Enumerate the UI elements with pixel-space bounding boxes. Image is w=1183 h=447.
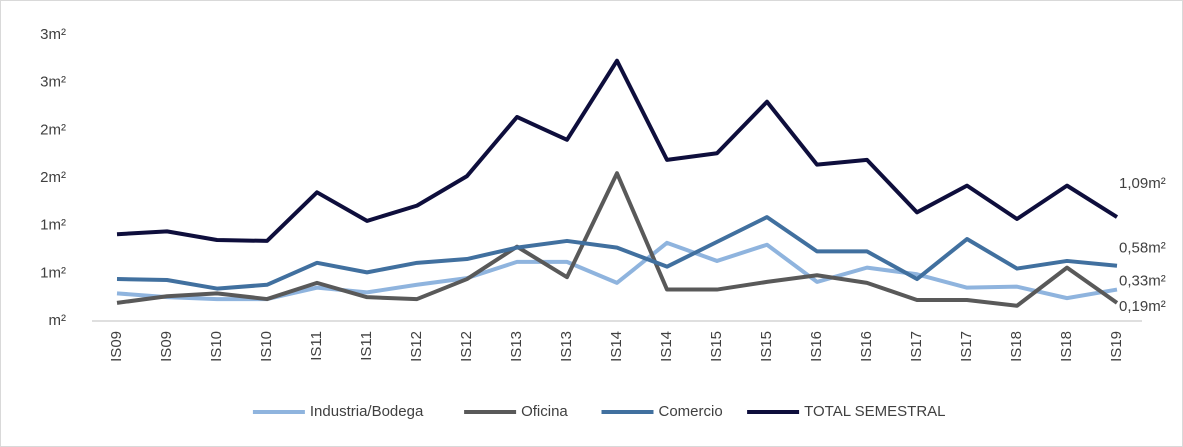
data-label: 1,09m²	[1119, 175, 1166, 192]
x-tick-label: IS16	[808, 331, 825, 362]
data-label: 0,19m²	[1119, 298, 1166, 315]
x-tick-label: IS17	[958, 331, 975, 362]
x-tick-label: IS13	[558, 331, 575, 362]
x-tick-label: IS12	[408, 331, 425, 362]
x-tick-label: IS11	[308, 331, 325, 361]
legend-label: TOTAL SEMESTRAL	[804, 403, 945, 420]
y-tick-label: 2m²	[40, 121, 66, 138]
y-tick-label: 3m²	[40, 26, 66, 43]
data-label: 0,33m²	[1119, 273, 1166, 290]
x-tick-label: IS17	[908, 331, 925, 362]
legend-label: Comercio	[659, 403, 723, 420]
x-tick-label: IS19	[1108, 331, 1125, 362]
x-tick-label: IS10	[208, 331, 225, 362]
x-tick-label: IS14	[608, 331, 625, 362]
series-line	[116, 58, 1119, 243]
x-tick-label: IS11	[358, 331, 375, 361]
x-tick-label: IS12	[458, 331, 475, 362]
y-tick-label: 1m²	[40, 264, 66, 281]
y-tick-label: 1m²	[40, 217, 66, 234]
y-tick-label: m²	[49, 312, 67, 329]
series-line	[116, 171, 1119, 308]
y-tick-label: 2m²	[40, 169, 66, 186]
x-tick-label: IS14	[658, 331, 675, 362]
legend-label: Oficina	[521, 403, 568, 420]
data-label: 0,58m²	[1119, 240, 1166, 257]
x-tick-label: IS13	[508, 331, 525, 362]
x-tick-label: IS09	[108, 331, 125, 362]
series-line	[116, 215, 1118, 291]
x-tick-label: IS09	[158, 331, 175, 362]
x-tick-label: IS18	[1008, 331, 1025, 362]
x-tick-label: IS16	[858, 331, 875, 362]
x-tick-label: IS15	[708, 331, 725, 362]
x-tick-label: IS18	[1058, 331, 1075, 362]
x-tick-label: IS10	[258, 331, 275, 362]
y-tick-label: 3m²	[40, 74, 66, 91]
legend-label: Industria/Bodega	[310, 403, 424, 420]
x-tick-label: IS15	[758, 331, 775, 362]
